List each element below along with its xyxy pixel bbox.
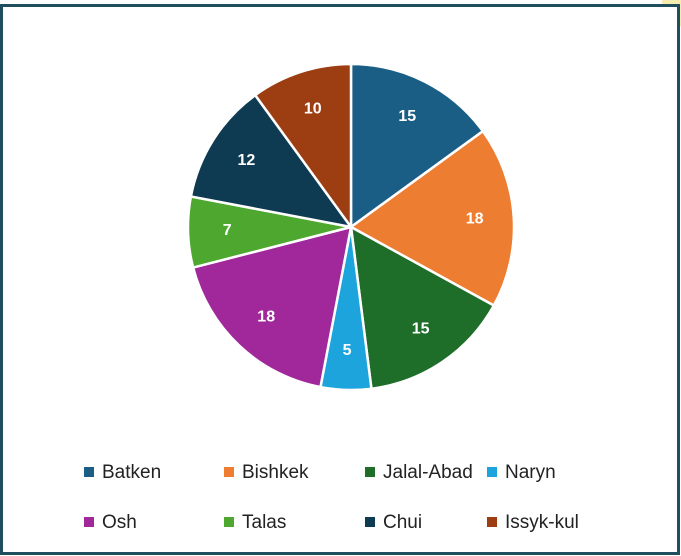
data-label: 18 <box>257 309 275 326</box>
legend-swatch <box>84 467 94 477</box>
pie-slice <box>348 129 516 308</box>
legend-swatch <box>487 517 497 527</box>
data-label: 10 <box>304 100 322 117</box>
pie-slice <box>349 224 496 391</box>
legend-swatch <box>365 517 375 527</box>
pie-slice <box>191 225 353 389</box>
legend-swatch <box>84 517 94 527</box>
legend-label: Batken <box>102 462 161 483</box>
legend-label: Osh <box>102 512 137 533</box>
pie-slice <box>253 62 353 231</box>
legend-label: Talas <box>242 512 286 533</box>
pie-slice <box>349 62 485 230</box>
legend-label: Jalal-Abad <box>383 462 473 483</box>
legend-label: Issyk-kul <box>505 512 579 533</box>
legend-label: Bishkek <box>242 462 309 483</box>
data-label: 15 <box>398 108 416 125</box>
data-label: 18 <box>466 210 484 227</box>
legend-swatch <box>224 517 234 527</box>
data-label: 12 <box>238 152 256 169</box>
pie-slice <box>189 93 354 229</box>
legend-swatch <box>224 467 234 477</box>
legend-label: Naryn <box>505 462 556 483</box>
data-label: 5 <box>343 342 352 359</box>
data-label: 7 <box>223 222 232 239</box>
legend-swatch <box>487 467 497 477</box>
data-label: 15 <box>412 321 430 338</box>
legend-label: Chui <box>383 512 422 533</box>
legend-swatch <box>365 467 375 477</box>
